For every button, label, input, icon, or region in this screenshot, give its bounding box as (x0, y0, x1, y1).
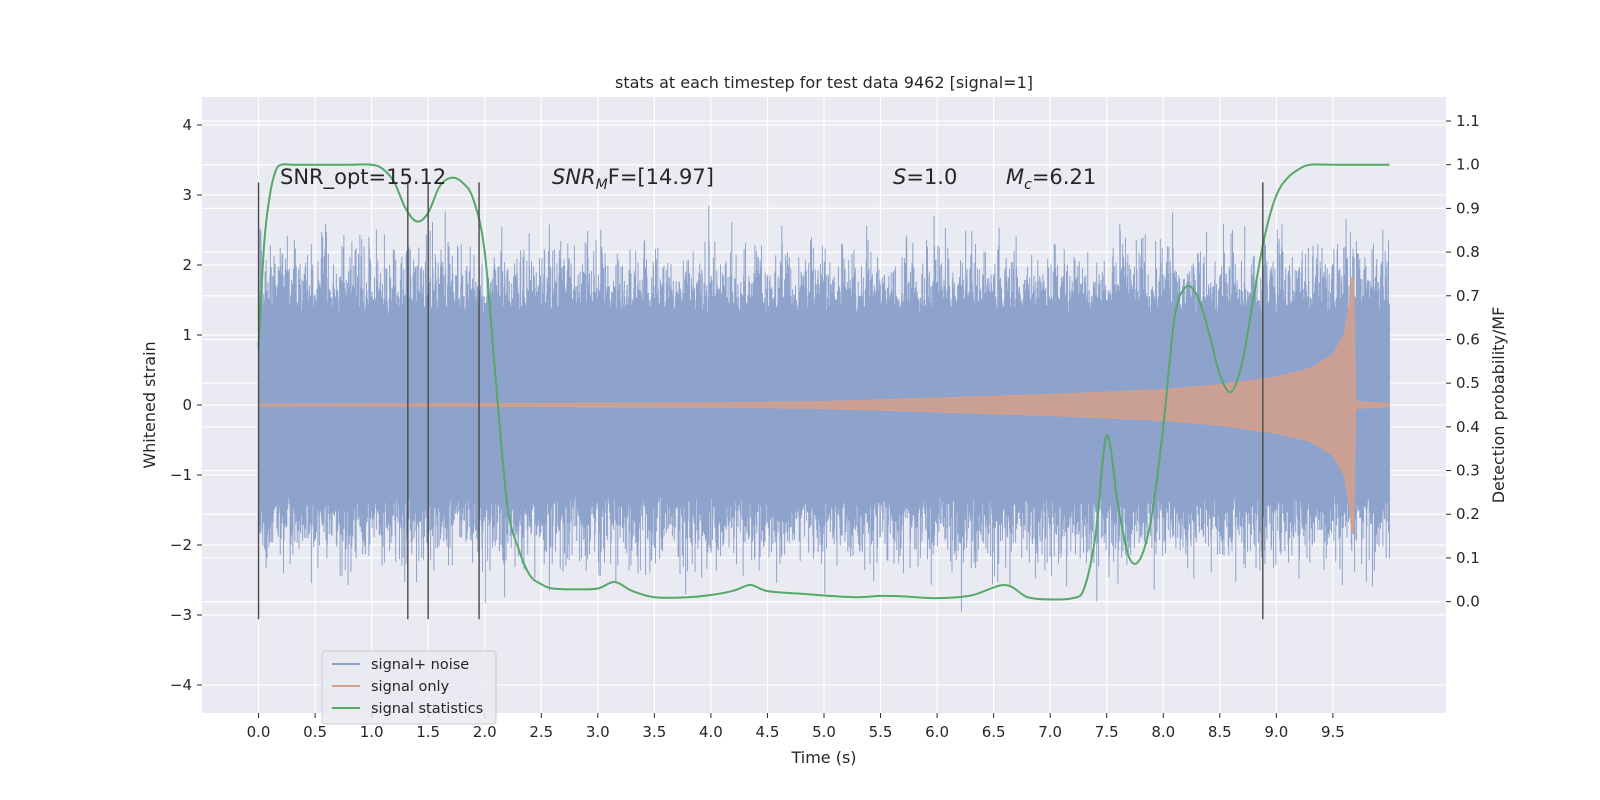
legend-label-stats: signal statistics (371, 701, 483, 717)
xtick-label-2: 1.0 (360, 723, 384, 741)
xtick-label-19: 9.5 (1321, 723, 1345, 741)
xtick-label-7: 3.5 (642, 723, 666, 741)
ytick-label-0: −4 (170, 676, 192, 694)
y2tick-label-5: 0.5 (1456, 374, 1480, 392)
annotation-s: S=1.0 (893, 165, 957, 189)
xtick-label-15: 7.5 (1095, 723, 1119, 741)
legend-box (321, 650, 497, 725)
signal-chirp (258, 276, 1390, 534)
xtick-label-1: 0.5 (303, 723, 327, 741)
annotation-mc: Mc=6.21 (1006, 165, 1096, 193)
y2tick-label-11: 1.1 (1456, 112, 1480, 130)
vertical-markers (257, 182, 1264, 620)
legend-label-noise: signal+ noise (371, 657, 469, 673)
y2tick-label-4: 0.4 (1456, 418, 1480, 436)
signal-only-series (258, 276, 1390, 534)
xtick-label-3: 1.5 (416, 723, 440, 741)
signal-statistics-series (257, 163, 1390, 601)
x-axis-ticks: 0.0 0.5 1.0 1.5 2.0 2.5 3.0 3.5 4.0 4.5 5.0 5.5 6.0 6… (247, 713, 1345, 741)
y2tick-label-10: 1.0 (1456, 156, 1480, 174)
y2tick-label-1: 0.1 (1456, 549, 1480, 567)
ytick-label-3: −1 (170, 466, 192, 484)
y2tick-label-8: 0.8 (1456, 243, 1480, 261)
xtick-label-17: 8.5 (1208, 723, 1232, 741)
xtick-label-5: 2.5 (529, 723, 553, 741)
xtick-label-0: 0.0 (247, 723, 271, 741)
y2tick-label-6: 0.6 (1456, 330, 1480, 348)
y2-axis-label: Detection probability/MF (1489, 307, 1508, 504)
xtick-label-6: 3.0 (586, 723, 610, 741)
ytick-label-2: −2 (170, 536, 192, 554)
xtick-label-18: 9.0 (1264, 723, 1288, 741)
y2tick-label-3: 0.3 (1456, 462, 1480, 480)
xtick-label-9: 4.5 (756, 723, 780, 741)
ytick-label-5: 1 (182, 326, 192, 344)
ytick-label-4: 0 (182, 396, 192, 414)
y2-axis-ticks: 0.0 0.1 0.2 0.3 0.4 0.5 0.6 0.7 0.8 0.9 1.0 1.1 (1446, 112, 1480, 611)
xtick-label-8: 4.0 (699, 723, 723, 741)
xtick-label-4: 2.0 (473, 723, 497, 741)
xtick-label-10: 5.0 (812, 723, 836, 741)
xtick-label-14: 7.0 (1038, 723, 1062, 741)
x-axis-label: Time (s) (790, 748, 856, 767)
annotation-snr-opt: SNR_opt=15.12 (280, 165, 446, 190)
y-axis-label: Whitened strain (140, 341, 159, 468)
y2tick-label-2: 0.2 (1456, 505, 1480, 523)
legend-label-signal: signal only (371, 679, 450, 695)
annotations: SNR_opt=15.12 SNRMF=[14.97] S=1.0 Mc=6.2… (280, 165, 1096, 193)
xtick-label-11: 5.5 (869, 723, 893, 741)
ytick-label-8: 4 (182, 116, 192, 134)
stats-line (257, 163, 1390, 601)
y-axis-ticks: −4 −3 −2 −1 0 1 2 3 4 (170, 116, 202, 694)
legend: signal+ noise signal only signal statist… (321, 650, 497, 725)
ytick-label-7: 3 (182, 186, 192, 204)
y2tick-label-7: 0.7 (1456, 287, 1480, 305)
ytick-label-6: 2 (182, 256, 192, 274)
xtick-label-13: 6.5 (982, 723, 1006, 741)
y2tick-label-9: 0.9 (1456, 199, 1480, 217)
chart-title: stats at each timestep for test data 946… (615, 73, 1033, 92)
y2tick-label-0: 0.0 (1456, 593, 1480, 611)
annotation-snr-mf: SNRMF=[14.97] (552, 165, 714, 193)
xtick-label-12: 6.0 (925, 723, 949, 741)
ytick-label-1: −3 (170, 606, 192, 624)
xtick-label-16: 8.0 (1151, 723, 1175, 741)
